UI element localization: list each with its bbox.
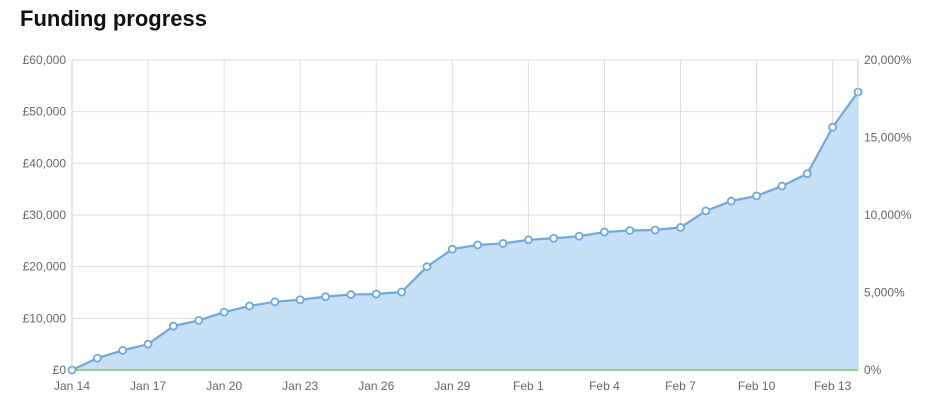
data-point[interactable]: [321, 292, 330, 302]
y2-tick-label: 15,000%: [864, 131, 912, 145]
x-tick-label: Feb 13: [814, 379, 852, 393]
x-tick-label: Jan 23: [282, 379, 318, 393]
x-tick-label: Jan 14: [54, 379, 90, 393]
data-point[interactable]: [346, 290, 356, 299]
y-tick-label: £20,000: [23, 260, 67, 274]
data-point[interactable]: [726, 196, 736, 206]
data-point[interactable]: [295, 295, 305, 305]
y2-tick-label: 20,000%: [864, 53, 912, 67]
y2-tick-label: 0%: [864, 363, 882, 377]
y-axis-labels: £0 £10,000 £20,000 £30,000 £40,000 £50,000 £60…: [23, 53, 67, 377]
data-point[interactable]: [169, 321, 178, 331]
data-point[interactable]: [371, 289, 381, 299]
y-tick-label: £40,000: [23, 156, 67, 170]
data-point[interactable]: [92, 353, 102, 363]
x-tick-label: Feb 10: [738, 379, 776, 393]
x-tick-label: Feb 1: [513, 379, 544, 393]
x-axis-labels: Jan 14 Jan 17 Jan 20 Jan 23 Jan 26 Jan 29 Feb …: [54, 379, 852, 393]
y-tick-label: £10,000: [23, 311, 67, 325]
funding-area-fill: [72, 92, 858, 371]
data-point[interactable]: [600, 227, 609, 237]
y-tick-label: £60,000: [23, 53, 67, 67]
x-tick-label: Jan 29: [434, 379, 470, 393]
data-point[interactable]: [194, 315, 204, 325]
data-point[interactable]: [650, 225, 660, 235]
data-point[interactable]: [701, 206, 711, 216]
data-point[interactable]: [523, 235, 533, 245]
data-point[interactable]: [752, 191, 761, 201]
data-point[interactable]: [143, 339, 153, 349]
page-title: Funding progress: [20, 6, 207, 31]
x-tick-label: Jan 17: [130, 379, 166, 393]
y2-tick-label: 5,000%: [864, 286, 905, 300]
secondary-y-axis-labels: 0% 5,000% 10,000% 15,000% 20,000%: [864, 53, 912, 377]
x-tick-label: Feb 7: [665, 379, 696, 393]
data-point[interactable]: [397, 287, 407, 297]
y-tick-label: £50,000: [23, 105, 67, 119]
data-point[interactable]: [574, 231, 584, 241]
y-tick-label: £30,000: [23, 208, 67, 222]
data-point[interactable]: [828, 122, 838, 132]
data-point[interactable]: [118, 345, 128, 355]
data-point[interactable]: [802, 169, 812, 179]
data-point[interactable]: [498, 239, 508, 248]
data-point[interactable]: [219, 307, 229, 317]
y-tick-label: £0: [53, 363, 67, 377]
data-point[interactable]: [777, 181, 787, 191]
x-tick-label: Feb 4: [589, 379, 620, 393]
data-point[interactable]: [447, 244, 457, 254]
funding-line: [71, 91, 859, 371]
y2-tick-label: 10,000%: [864, 208, 912, 222]
axis-layer: [71, 59, 859, 370]
x-tick-label: Jan 26: [358, 379, 394, 393]
data-point[interactable]: [473, 240, 483, 250]
data-point[interactable]: [676, 222, 685, 232]
data-point[interactable]: [245, 301, 254, 311]
x-tick-label: Jan 20: [206, 379, 242, 393]
data-point[interactable]: [549, 233, 559, 243]
data-point[interactable]: [422, 262, 432, 272]
data-point[interactable]: [270, 297, 280, 307]
data-point[interactable]: [625, 226, 635, 235]
